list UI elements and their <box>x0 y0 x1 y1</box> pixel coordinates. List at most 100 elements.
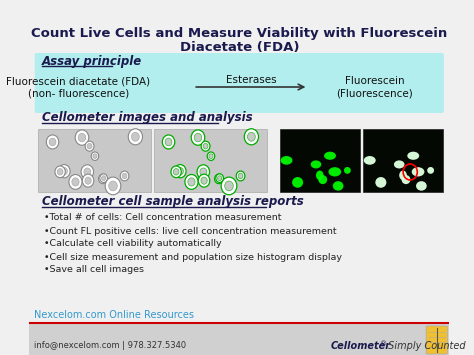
Text: •Save all cell images: •Save all cell images <box>44 266 144 274</box>
Circle shape <box>197 165 210 179</box>
Ellipse shape <box>324 152 336 160</box>
Circle shape <box>191 130 205 145</box>
Circle shape <box>207 152 215 160</box>
Circle shape <box>78 133 86 142</box>
Circle shape <box>198 174 210 187</box>
Ellipse shape <box>281 156 292 165</box>
Circle shape <box>201 141 210 151</box>
Text: Assay principle: Assay principle <box>42 55 142 69</box>
Circle shape <box>131 132 139 141</box>
Text: ®: ® <box>380 342 387 348</box>
Circle shape <box>165 138 172 146</box>
Text: Nexcelom.com Online Resources: Nexcelom.com Online Resources <box>34 310 194 320</box>
Circle shape <box>61 168 67 175</box>
Circle shape <box>122 173 127 179</box>
Circle shape <box>188 178 195 186</box>
Text: Count Live Cells and Measure Viability with Fluorescein: Count Live Cells and Measure Viability w… <box>31 27 447 39</box>
FancyBboxPatch shape <box>35 53 444 113</box>
Text: •Cell size measurement and population size histogram display: •Cell size measurement and population si… <box>44 252 342 262</box>
FancyBboxPatch shape <box>155 129 267 192</box>
Circle shape <box>217 176 221 181</box>
Circle shape <box>185 175 198 189</box>
Circle shape <box>128 129 143 145</box>
FancyBboxPatch shape <box>426 326 447 354</box>
Circle shape <box>82 174 94 187</box>
Text: •Total # of cells: Cell concentration measurement: •Total # of cells: Cell concentration me… <box>44 213 281 223</box>
Text: info@nexcelom.com | 978.327.5340: info@nexcelom.com | 978.327.5340 <box>34 342 186 350</box>
Circle shape <box>57 169 63 175</box>
Ellipse shape <box>401 175 410 184</box>
Ellipse shape <box>344 167 351 174</box>
Circle shape <box>55 166 65 178</box>
Circle shape <box>209 154 213 159</box>
Ellipse shape <box>333 181 344 191</box>
Text: •Count FL positive cells: live cell concentration measurement: •Count FL positive cells: live cell conc… <box>44 226 336 235</box>
Circle shape <box>101 176 106 180</box>
Circle shape <box>203 143 208 149</box>
Ellipse shape <box>416 181 427 191</box>
Circle shape <box>247 132 255 141</box>
Ellipse shape <box>316 170 324 180</box>
Circle shape <box>200 168 207 176</box>
Ellipse shape <box>319 175 327 184</box>
Circle shape <box>236 171 245 181</box>
Text: •Calculate cell viability automatically: •Calculate cell viability automatically <box>44 240 221 248</box>
Circle shape <box>109 181 117 191</box>
Text: Esterases: Esterases <box>226 75 276 85</box>
Ellipse shape <box>310 160 321 169</box>
Circle shape <box>225 181 233 191</box>
Ellipse shape <box>394 160 404 169</box>
Circle shape <box>215 174 223 184</box>
Circle shape <box>100 176 105 181</box>
Circle shape <box>221 177 237 195</box>
Bar <box>29 323 449 355</box>
Ellipse shape <box>364 156 376 165</box>
Circle shape <box>81 165 93 179</box>
Circle shape <box>163 135 175 149</box>
Circle shape <box>46 135 59 149</box>
Ellipse shape <box>375 177 386 188</box>
Circle shape <box>87 143 92 149</box>
Circle shape <box>72 178 79 186</box>
Circle shape <box>58 165 70 178</box>
Circle shape <box>85 141 94 151</box>
Ellipse shape <box>328 167 341 176</box>
Text: Cellometer images and analysis: Cellometer images and analysis <box>42 111 253 125</box>
Ellipse shape <box>399 170 407 180</box>
Text: Fluorescein: Fluorescein <box>345 76 405 86</box>
Ellipse shape <box>427 167 434 174</box>
Circle shape <box>120 171 129 181</box>
Circle shape <box>85 177 91 184</box>
Circle shape <box>218 176 222 180</box>
Text: Simply Counted: Simply Counted <box>385 341 466 351</box>
Circle shape <box>49 138 56 146</box>
Ellipse shape <box>407 152 419 160</box>
FancyBboxPatch shape <box>280 129 360 192</box>
Circle shape <box>91 152 99 160</box>
Circle shape <box>244 129 258 145</box>
Text: (Fluorescence): (Fluorescence) <box>337 89 413 99</box>
Circle shape <box>84 168 91 176</box>
Circle shape <box>201 177 207 184</box>
Circle shape <box>69 175 82 189</box>
Circle shape <box>194 133 202 142</box>
Circle shape <box>238 173 243 179</box>
Circle shape <box>105 177 121 195</box>
Circle shape <box>93 154 97 159</box>
Circle shape <box>100 174 108 182</box>
Text: Diacetate (FDA): Diacetate (FDA) <box>180 40 299 54</box>
Text: Fluorescein diacetate (FDA): Fluorescein diacetate (FDA) <box>6 76 150 86</box>
Circle shape <box>171 166 181 178</box>
Text: Cellometer: Cellometer <box>330 341 391 351</box>
Circle shape <box>75 130 89 145</box>
Text: (non- fluorescence): (non- fluorescence) <box>27 89 129 99</box>
Circle shape <box>216 174 223 182</box>
Ellipse shape <box>292 177 303 188</box>
FancyBboxPatch shape <box>363 129 443 192</box>
Ellipse shape <box>412 167 424 176</box>
Circle shape <box>174 165 186 178</box>
FancyBboxPatch shape <box>38 129 151 192</box>
Circle shape <box>173 169 179 175</box>
Circle shape <box>177 168 183 175</box>
Text: Cellometer cell sample analysis reports: Cellometer cell sample analysis reports <box>42 196 303 208</box>
